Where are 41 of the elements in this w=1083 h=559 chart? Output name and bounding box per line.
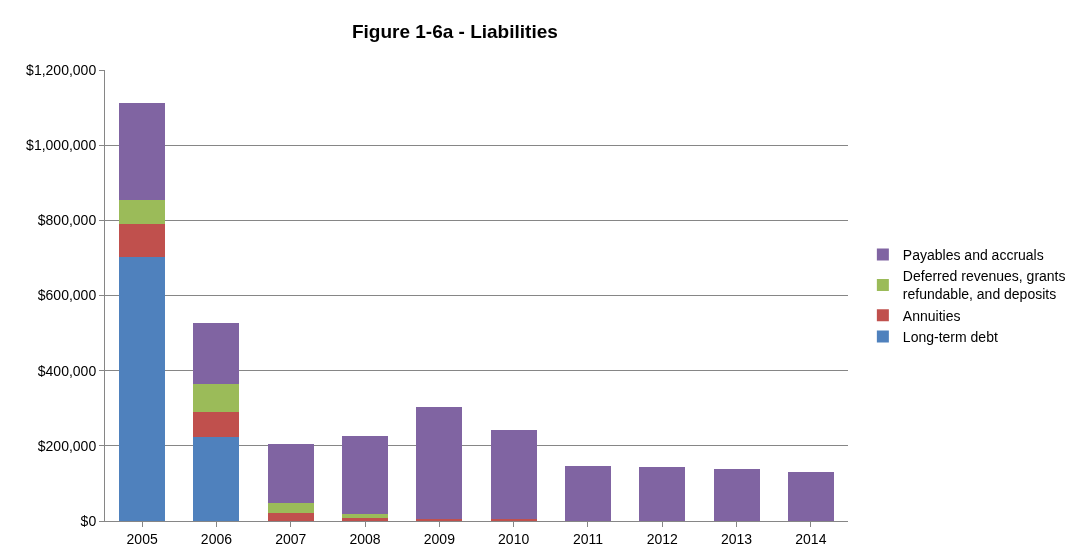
bar bbox=[193, 412, 240, 437]
y-tick-label: $1,200,000 bbox=[26, 61, 97, 78]
y-tick-label: $600,000 bbox=[37, 287, 97, 304]
bar bbox=[193, 322, 240, 385]
bar bbox=[267, 513, 314, 521]
bar bbox=[267, 444, 314, 503]
x-tick-label: 2006 bbox=[200, 530, 233, 547]
chart-title: Figure 1-6a - Liabilities bbox=[351, 21, 558, 43]
x-tick-label: 2007 bbox=[275, 530, 307, 547]
y-tick-label: $200,000 bbox=[37, 437, 97, 454]
y-tick-label: $0 bbox=[80, 512, 97, 529]
bar bbox=[490, 429, 537, 520]
x-tick-label: 2014 bbox=[795, 530, 827, 547]
x-tick-label: 2013 bbox=[720, 530, 753, 547]
bar bbox=[267, 502, 314, 514]
x-tick-label: 2010 bbox=[498, 530, 530, 547]
x-tick-label: 2005 bbox=[126, 530, 158, 547]
x-tick-label: 2009 bbox=[423, 530, 456, 547]
bar bbox=[639, 466, 686, 521]
y-tick-label: $400,000 bbox=[37, 362, 97, 379]
legend-label: Annuities bbox=[902, 307, 961, 324]
bar bbox=[119, 257, 166, 521]
bar bbox=[193, 384, 240, 413]
bar bbox=[787, 472, 834, 521]
legend-label: Deferred revenues, grants refundable, and deposits bbox=[902, 268, 1066, 303]
legend-label: Long-term debt bbox=[902, 328, 998, 345]
bar bbox=[416, 406, 463, 520]
bar bbox=[342, 435, 389, 514]
bar bbox=[713, 469, 760, 521]
bar bbox=[119, 224, 166, 258]
y-tick-label: $1,000,000 bbox=[26, 137, 97, 154]
x-tick-label: 2011 bbox=[572, 530, 604, 547]
x-tick-label: 2012 bbox=[646, 530, 679, 547]
legend-label: Payables and accruals bbox=[902, 247, 1044, 264]
bar bbox=[193, 436, 240, 521]
bar bbox=[564, 466, 611, 521]
bar bbox=[119, 103, 166, 201]
bar bbox=[119, 200, 166, 225]
x-tick-label: 2008 bbox=[349, 530, 381, 547]
bar bbox=[342, 518, 389, 521]
y-tick-label: $800,000 bbox=[37, 212, 97, 229]
